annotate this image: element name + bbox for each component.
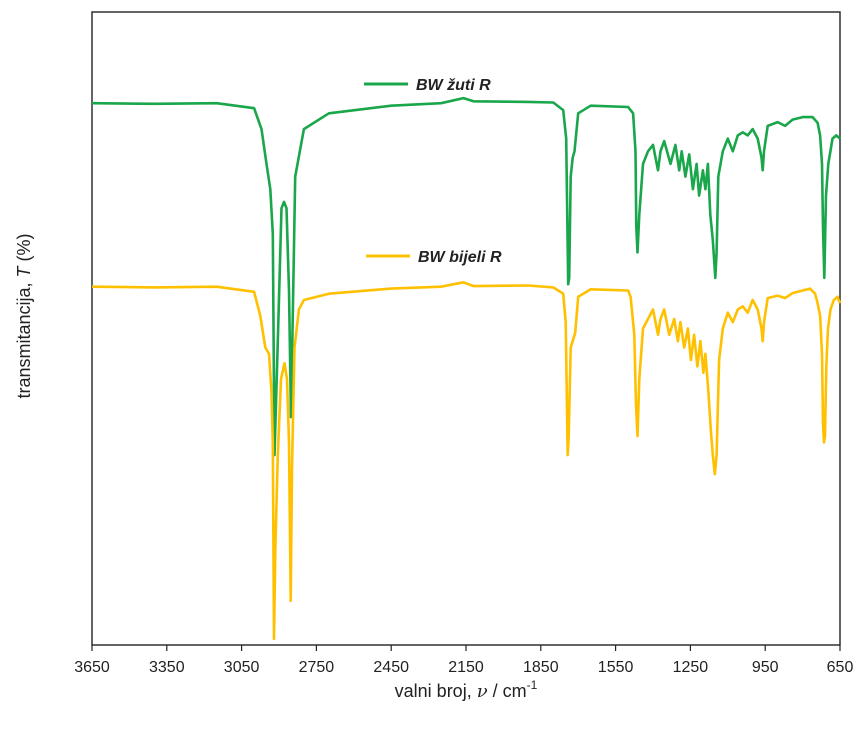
x-tick-label: 1550 (598, 659, 634, 676)
series-line-2 (91, 281, 842, 640)
x-tick-label: 2750 (299, 659, 335, 676)
legend: BW žuti R BW bijeli R (364, 77, 502, 266)
series-line-1 (91, 96, 841, 457)
x-tick-label: 3350 (149, 659, 185, 676)
x-tick-label: 2450 (373, 659, 409, 676)
x-axis-title: valni broj, ν / cm-1 (395, 678, 538, 702)
x-tick-label: 2150 (448, 659, 484, 676)
x-ticks: 3650 3350 3050 2750 2450 2150 1850 1550 1250 950 6… (74, 645, 853, 676)
x-tick-label: 1250 (673, 659, 709, 676)
plot-area-frame (91, 11, 841, 646)
x-tick-label: 650 (827, 659, 854, 676)
series-group (91, 96, 842, 640)
legend-label-1: BW žuti R (416, 77, 491, 94)
x-tick-label: 1850 (523, 659, 559, 676)
x-tick-label: 3050 (224, 659, 260, 676)
x-tick-label: 3650 (74, 659, 110, 676)
x-tick-label: 950 (752, 659, 779, 676)
y-axis-title: transmitancija, T (%) (14, 233, 34, 398)
legend-label-2: BW bijeli R (418, 249, 502, 266)
